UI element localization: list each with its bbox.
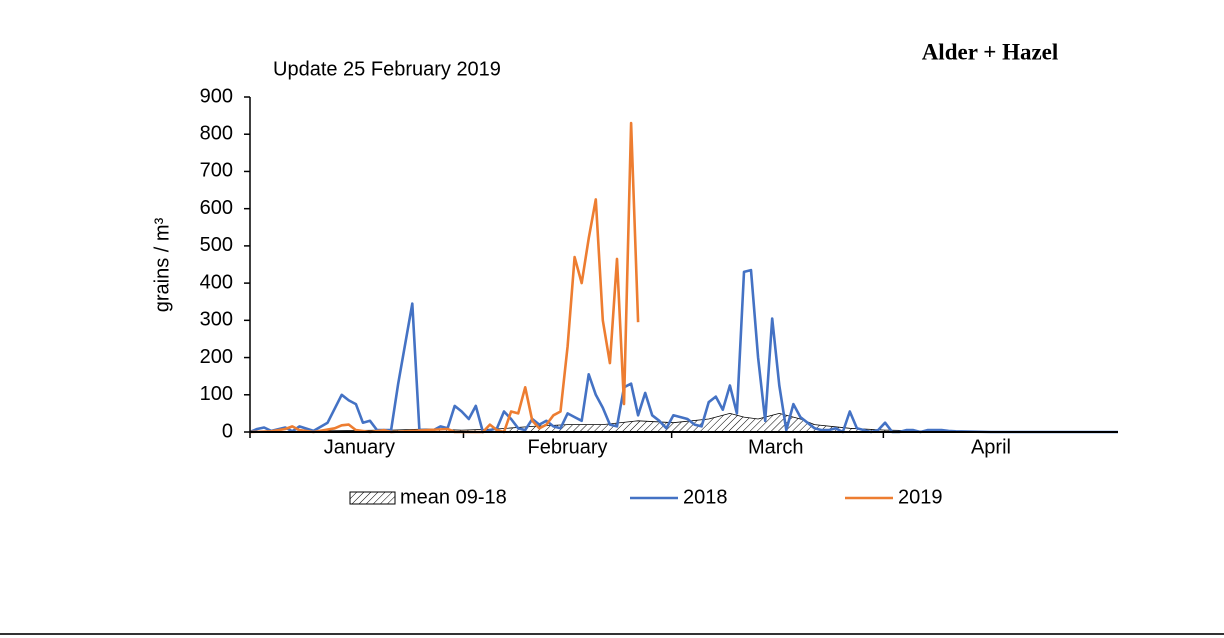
x-tick-label: March xyxy=(748,436,804,458)
y-tick-label: 0 xyxy=(222,420,233,442)
chart-subtitle: Update 25 February 2019 xyxy=(273,58,501,80)
x-tick-label: April xyxy=(971,436,1011,458)
y-tick-label: 400 xyxy=(200,271,233,293)
y-axis-label: grains / m³ xyxy=(151,217,173,312)
legend-swatch xyxy=(349,491,396,505)
legend-label: 2018 xyxy=(683,486,728,508)
y-tick-label: 500 xyxy=(200,234,233,256)
x-tick-label: February xyxy=(528,436,608,458)
line xyxy=(249,268,1118,434)
y-tick-label: 200 xyxy=(200,346,233,368)
y-tick-label: 700 xyxy=(200,160,233,182)
legend-label: mean 09-18 xyxy=(400,486,507,508)
y-tick-label: 300 xyxy=(200,309,233,331)
y-tick-label: 100 xyxy=(200,383,233,405)
legend-label: 2019 xyxy=(898,486,943,508)
chart-title: Alder + Hazel xyxy=(922,39,1059,64)
x-tick-label: January xyxy=(324,436,395,458)
y-tick-label: 900 xyxy=(200,85,233,107)
y-tick-label: 800 xyxy=(200,123,233,145)
y-tick-label: 600 xyxy=(200,197,233,219)
